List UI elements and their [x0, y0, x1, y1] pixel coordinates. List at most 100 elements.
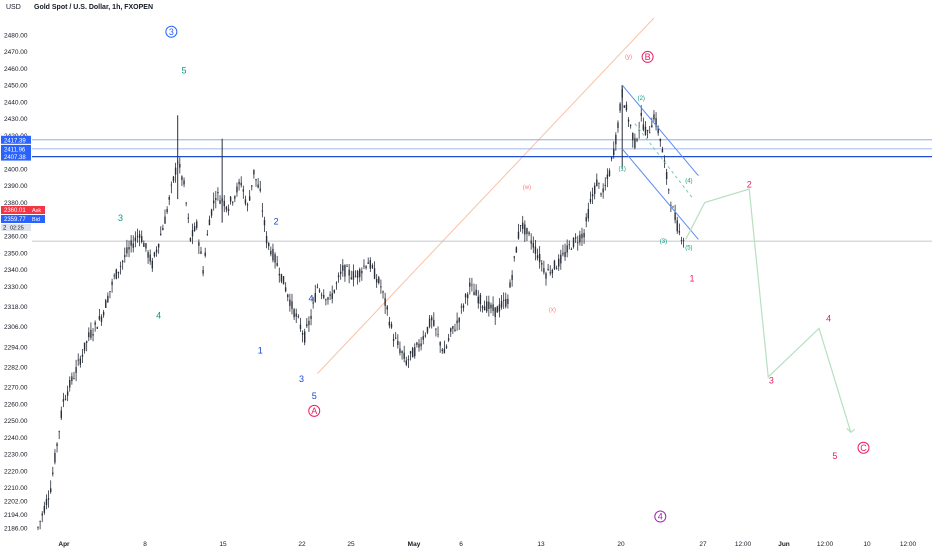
candle-body [41, 513, 43, 516]
candle-body [280, 273, 283, 282]
candle-body [411, 347, 414, 358]
y-tick-label: 2220.00 [4, 468, 28, 475]
candle-body [215, 198, 217, 200]
candle-body [369, 260, 372, 269]
candle-body [638, 129, 640, 131]
wave-label-circle [165, 25, 178, 38]
y-tick-label: 2430.00 [4, 116, 28, 123]
candle-body [200, 251, 202, 254]
candle-body [593, 185, 596, 194]
candle-body [331, 293, 333, 299]
ask-tag: Ask [32, 208, 41, 214]
candle-body [168, 196, 170, 200]
candle-body [43, 505, 46, 513]
candle-body [52, 472, 54, 475]
candle-body [511, 275, 513, 280]
projection-wave-label: 5 [832, 451, 837, 461]
candle-body [124, 255, 126, 258]
candle-body [522, 222, 524, 229]
candle-body [375, 278, 378, 283]
candle-body [134, 237, 137, 241]
candle-body [610, 157, 613, 159]
wave-label: 5 [312, 391, 317, 401]
candle-body [352, 271, 355, 280]
y-tick-label: 2390.00 [4, 183, 28, 190]
candle-body [587, 209, 590, 219]
candle-body [69, 380, 71, 388]
candle-body [143, 243, 145, 247]
wave-label: C [860, 443, 867, 453]
wave-label: B [645, 52, 651, 62]
candle-body [299, 324, 302, 330]
y-tick-label: 2230.00 [4, 452, 28, 459]
candle-body [166, 209, 168, 213]
candle-body [422, 336, 424, 340]
candle-body [198, 242, 200, 246]
candle-body [604, 185, 606, 187]
candle-body [488, 301, 490, 309]
candle-body [291, 301, 293, 309]
candle-body [388, 321, 391, 326]
candle-body [90, 329, 92, 338]
y-tick-label: 2250.00 [4, 418, 28, 425]
candle-body [314, 293, 316, 302]
candle-body [73, 378, 75, 379]
wave-label: 3 [299, 374, 304, 384]
candle-body [634, 138, 636, 148]
candle-body [329, 294, 331, 296]
wave-label: A [311, 406, 317, 416]
y-tick-label: 2260.00 [4, 401, 28, 408]
candle-body [276, 263, 278, 266]
candle-body [85, 341, 88, 343]
candle-body [119, 266, 122, 267]
wave-label: (x) [549, 308, 556, 314]
candle-body [477, 296, 479, 304]
y-tick-label: 2282.00 [4, 364, 28, 371]
bid-price: 2359.77 [4, 217, 26, 223]
candle-body [71, 376, 73, 382]
candle-body [481, 306, 484, 309]
candle-body [558, 258, 560, 267]
candle-body [236, 186, 238, 193]
candle-body [102, 311, 105, 316]
candle-body [354, 275, 357, 277]
candle-body [342, 265, 344, 271]
candle-body [242, 189, 245, 192]
candle-body [526, 227, 528, 234]
candle-body [238, 181, 240, 185]
candle-body [659, 138, 661, 142]
candle-body [464, 294, 467, 298]
price-level-label: 2407.38 [4, 155, 26, 161]
projection-arrowhead [846, 427, 856, 434]
candle-body [475, 289, 477, 296]
candle-body [644, 126, 647, 135]
candle-body [246, 204, 249, 206]
trend-line [317, 17, 655, 374]
candle-body [471, 284, 473, 286]
candle-body [505, 298, 507, 307]
candle-body [297, 316, 300, 317]
candle-body [670, 205, 672, 207]
y-tick-label: 2350.00 [4, 250, 28, 257]
candle-body [79, 358, 82, 365]
candle-body [490, 304, 492, 309]
y-tick-label: 2440.00 [4, 99, 28, 106]
candle-body [663, 160, 666, 163]
candle-body [560, 254, 562, 264]
candle-body [227, 208, 230, 212]
x-tick-label: 12:00 [900, 541, 917, 548]
candle-body [583, 232, 585, 238]
candle-body [365, 266, 367, 269]
candle-body [619, 103, 621, 111]
candle-body [346, 266, 348, 267]
candle-body [295, 313, 297, 317]
candle-body [193, 226, 196, 232]
candle-body [96, 327, 98, 329]
candle-body [56, 443, 58, 447]
candle-body [549, 272, 551, 274]
y-tick-label: 2470.00 [4, 49, 28, 56]
candle-body [310, 315, 312, 319]
candle-body [496, 306, 499, 313]
